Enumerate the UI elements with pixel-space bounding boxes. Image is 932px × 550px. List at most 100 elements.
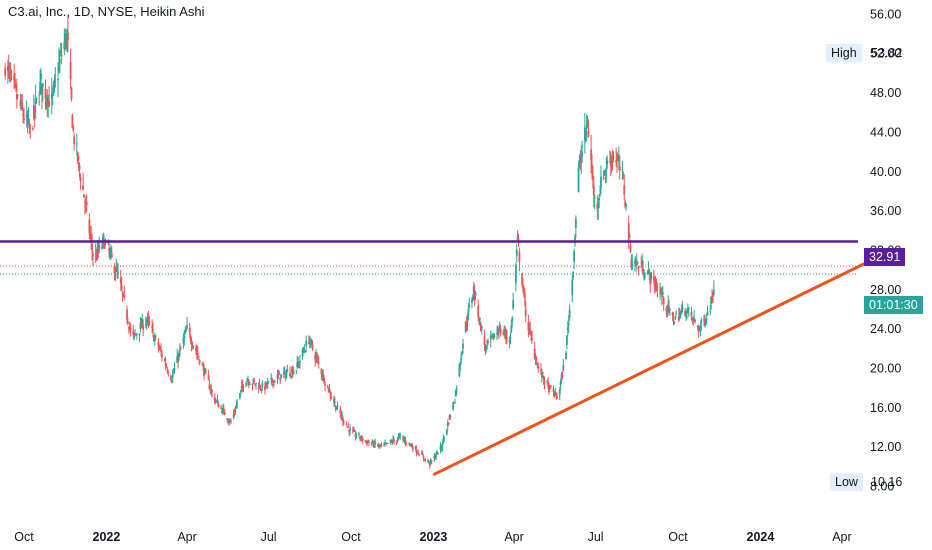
candle xyxy=(612,151,615,163)
candle xyxy=(192,345,195,350)
candle-body xyxy=(14,79,16,83)
candle xyxy=(50,77,53,115)
candle-body xyxy=(599,195,601,197)
candle xyxy=(584,130,587,144)
candle xyxy=(609,151,612,177)
candle xyxy=(455,385,458,395)
candle xyxy=(390,438,393,443)
candle xyxy=(685,312,687,321)
candle-body xyxy=(466,321,469,323)
candle xyxy=(420,449,423,455)
candle xyxy=(185,326,188,332)
candle-body xyxy=(355,436,358,438)
candle-body xyxy=(290,368,293,373)
y-tick-label: 44.00 xyxy=(870,125,901,139)
candle xyxy=(110,246,113,259)
candle-body xyxy=(57,79,59,81)
candle-body xyxy=(45,98,48,101)
candle-body xyxy=(559,381,562,386)
candle-body xyxy=(528,326,531,330)
x-tick-label: Apr xyxy=(177,530,196,544)
candle-body xyxy=(182,338,185,344)
candle-body xyxy=(393,439,395,441)
candle-body xyxy=(272,383,274,386)
candle-body xyxy=(523,288,525,291)
candle-body xyxy=(518,251,521,262)
candle-body xyxy=(295,370,298,372)
candle-body xyxy=(654,284,657,286)
candle-body xyxy=(296,362,299,368)
candle xyxy=(120,276,123,291)
candle-body xyxy=(41,83,44,87)
candle-body xyxy=(320,369,323,375)
candle-body xyxy=(591,175,594,179)
candle-body xyxy=(91,244,93,250)
candle-body xyxy=(496,332,498,334)
candle xyxy=(371,439,374,444)
candle xyxy=(652,269,655,285)
candle xyxy=(267,380,270,384)
candle xyxy=(648,268,651,281)
candle xyxy=(593,194,596,210)
candle-body xyxy=(615,160,618,163)
candle xyxy=(634,257,637,267)
candle xyxy=(627,215,630,249)
candle-body xyxy=(421,453,424,456)
candle xyxy=(510,319,513,334)
candle xyxy=(315,349,317,364)
candle xyxy=(399,432,402,440)
candle-body xyxy=(138,333,141,336)
candle-body xyxy=(239,393,241,399)
candle-body xyxy=(221,408,224,412)
x-tick-label: Oct xyxy=(14,530,34,544)
x-tick-label: 2022 xyxy=(93,530,121,544)
candle xyxy=(179,345,182,349)
candle-body xyxy=(440,446,443,449)
candle xyxy=(6,60,9,84)
candle-body xyxy=(301,349,304,357)
candle-body xyxy=(585,125,588,130)
candle-body xyxy=(696,325,699,328)
candle-body xyxy=(316,358,319,360)
candle-body xyxy=(671,312,674,316)
candle xyxy=(429,457,432,466)
candle-body xyxy=(411,445,413,447)
candle-body xyxy=(529,328,532,331)
candle-body xyxy=(411,447,414,450)
candle xyxy=(32,125,34,131)
candle xyxy=(543,376,546,390)
candle-body xyxy=(617,157,619,160)
candle-body xyxy=(653,283,656,289)
candle-body xyxy=(509,337,512,339)
candle-body xyxy=(302,351,305,353)
candle-body xyxy=(458,364,461,376)
candle-body xyxy=(266,382,269,384)
candle xyxy=(559,378,562,391)
candle-body xyxy=(157,341,160,348)
candle xyxy=(232,409,235,420)
candle-body xyxy=(135,334,138,336)
candle xyxy=(144,316,147,329)
candle xyxy=(217,401,220,408)
candle-body xyxy=(583,127,586,141)
candle-body xyxy=(590,149,592,161)
y-tick-label: 36.00 xyxy=(870,204,901,218)
candle-body xyxy=(667,303,670,308)
candle-body xyxy=(547,382,549,384)
candle xyxy=(16,93,19,100)
candle xyxy=(458,363,461,378)
candle-body xyxy=(586,125,589,128)
candle-body xyxy=(372,443,375,447)
candle xyxy=(405,443,408,446)
y-tick-label: 56.00 xyxy=(870,7,901,21)
candle xyxy=(184,326,187,335)
candle-body xyxy=(474,292,477,296)
candle-body xyxy=(235,405,238,408)
candle-body xyxy=(516,234,519,241)
candle xyxy=(705,313,708,325)
candle-body xyxy=(34,99,37,105)
candle-body xyxy=(553,394,556,397)
candle xyxy=(609,150,611,164)
candle-body xyxy=(84,201,87,203)
